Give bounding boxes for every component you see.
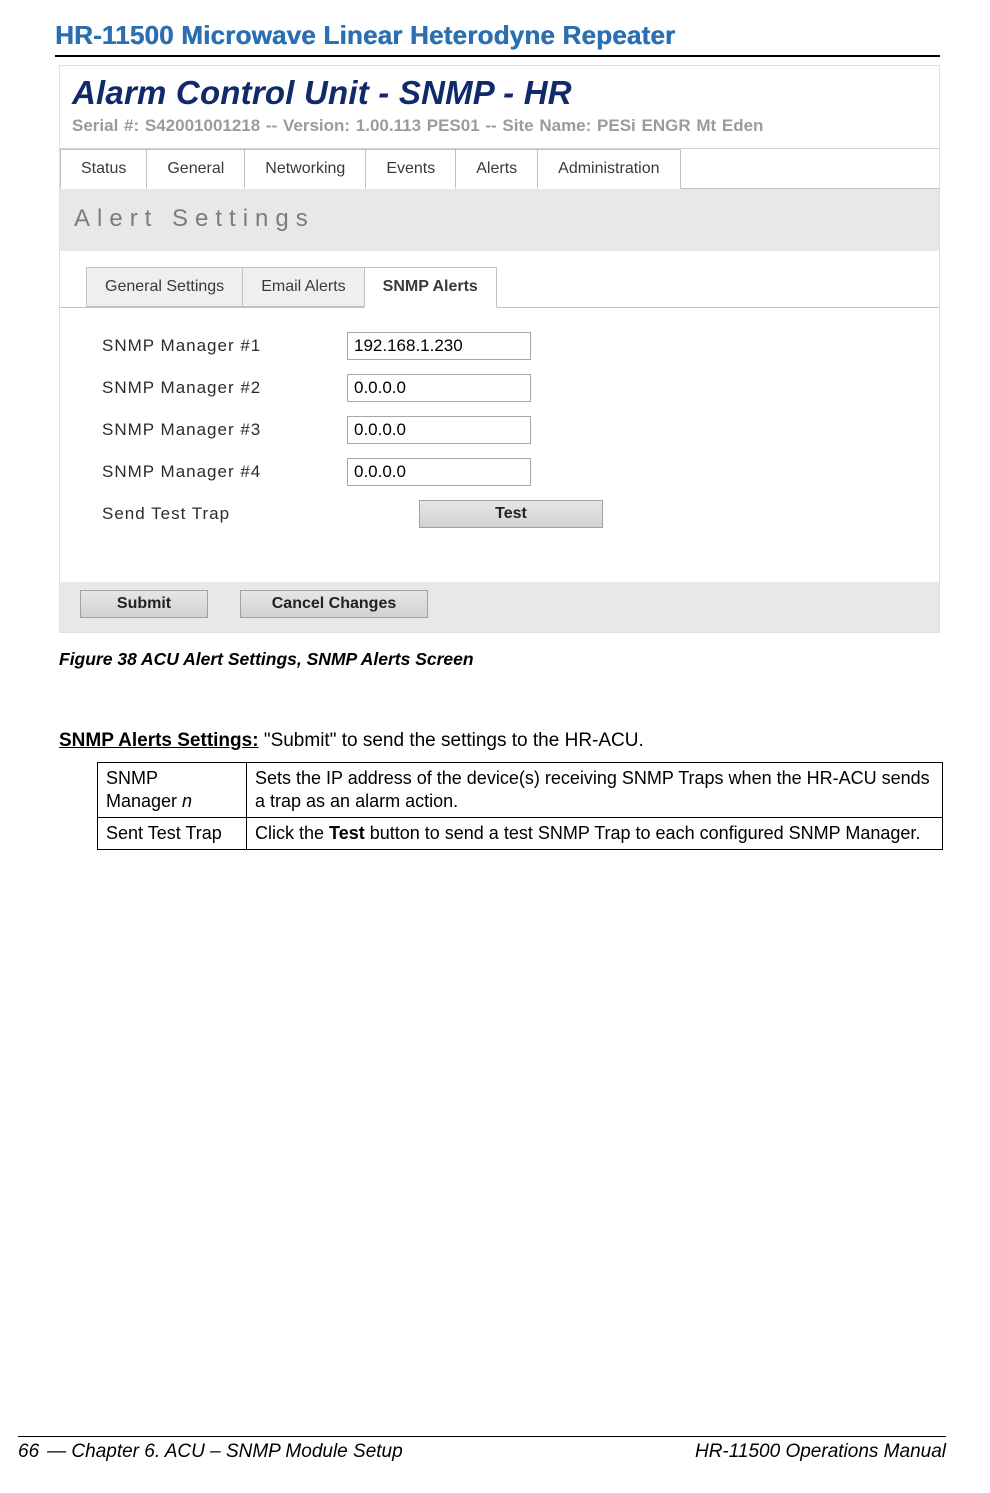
row-snmp-mgr-2: SNMP Manager #2: [102, 374, 939, 402]
submit-button[interactable]: Submit: [80, 590, 208, 618]
subtabs-area: General Settings Email Alerts SNMP Alert…: [60, 251, 939, 582]
cell-text: button to send a test SNMP Trap to each …: [365, 823, 921, 843]
page-number: 66: [18, 1441, 39, 1463]
label-snmp-mgr-4: SNMP Manager #4: [102, 462, 347, 482]
footer-left: — Chapter 6. ACU – SNMP Module Setup: [47, 1441, 403, 1463]
page-header: HR-11500 Microwave Linear Heterodyne Rep…: [55, 20, 940, 51]
tab-events[interactable]: Events: [365, 149, 456, 189]
test-button[interactable]: Test: [419, 500, 603, 528]
row-snmp-mgr-4: SNMP Manager #4: [102, 458, 939, 486]
input-snmp-mgr-3[interactable]: [347, 416, 531, 444]
subtab-email-alerts[interactable]: Email Alerts: [242, 267, 364, 307]
settings-intro-label: SNMP Alerts Settings:: [59, 730, 259, 751]
acu-top-tabs: Status General Networking Events Alerts …: [60, 149, 939, 189]
row-send-test-trap: Send Test Trap Test: [102, 500, 939, 528]
footer-rule: [18, 1436, 946, 1437]
cell-text: Click the: [255, 823, 329, 843]
subtabs-row: General Settings Email Alerts SNMP Alert…: [60, 251, 939, 308]
cell-text: Manager: [106, 791, 182, 811]
figure-caption: Figure 38 ACU Alert Settings, SNMP Alert…: [59, 649, 940, 670]
settings-intro: SNMP Alerts Settings: "Submit" to send t…: [59, 730, 940, 752]
cell-text: SNMP: [106, 768, 158, 788]
label-snmp-mgr-3: SNMP Manager #3: [102, 420, 347, 440]
settings-intro-text: "Submit" to send the settings to the HR-…: [259, 730, 644, 751]
table-row: Sent Test Trap Click the Test button to …: [98, 818, 943, 850]
input-snmp-mgr-1[interactable]: [347, 332, 531, 360]
acu-title-bar: Alarm Control Unit - SNMP - HR Serial #:…: [60, 66, 939, 149]
page-footer: 66 — Chapter 6. ACU – SNMP Module Setup …: [18, 1436, 946, 1463]
settings-desc-table: SNMP Manager n Sets the IP address of th…: [97, 762, 943, 850]
tab-alerts[interactable]: Alerts: [455, 149, 538, 189]
bottom-buttons: Submit Cancel Changes: [60, 582, 939, 632]
snmp-form: SNMP Manager #1 SNMP Manager #2 SNMP Man…: [60, 308, 939, 554]
table-row: SNMP Manager n Sets the IP address of th…: [98, 763, 943, 818]
tab-administration[interactable]: Administration: [537, 149, 680, 189]
acu-screenshot: Alarm Control Unit - SNMP - HR Serial #:…: [59, 65, 940, 633]
label-snmp-mgr-1: SNMP Manager #1: [102, 336, 347, 356]
subtab-general-settings[interactable]: General Settings: [86, 267, 243, 307]
input-snmp-mgr-4[interactable]: [347, 458, 531, 486]
label-send-test-trap: Send Test Trap: [102, 504, 383, 524]
header-rule: [55, 55, 940, 57]
cell-snmp-manager-desc: Sets the IP address of the device(s) rec…: [247, 763, 943, 818]
row-snmp-mgr-3: SNMP Manager #3: [102, 416, 939, 444]
row-snmp-mgr-1: SNMP Manager #1: [102, 332, 939, 360]
cell-sent-test-trap-desc: Click the Test button to send a test SNM…: [247, 818, 943, 850]
cell-text-bold: Test: [329, 823, 365, 843]
acu-title: Alarm Control Unit - SNMP - HR: [72, 74, 927, 112]
tab-status[interactable]: Status: [60, 149, 147, 189]
label-snmp-mgr-2: SNMP Manager #2: [102, 378, 347, 398]
section-heading: Alert Settings: [60, 189, 939, 251]
acu-meta: Serial #: S42001001218 -- Version: 1.00.…: [72, 112, 927, 144]
tab-networking[interactable]: Networking: [244, 149, 366, 189]
cell-sent-test-trap: Sent Test Trap: [98, 818, 247, 850]
subtab-snmp-alerts[interactable]: SNMP Alerts: [364, 267, 497, 308]
footer-right: HR-11500 Operations Manual: [695, 1441, 946, 1463]
tab-general[interactable]: General: [146, 149, 245, 189]
input-snmp-mgr-2[interactable]: [347, 374, 531, 402]
footer-line: 66 — Chapter 6. ACU – SNMP Module Setup …: [18, 1441, 946, 1463]
cell-text-italic: n: [182, 791, 192, 811]
cancel-button[interactable]: Cancel Changes: [240, 590, 428, 618]
cell-snmp-manager-n: SNMP Manager n: [98, 763, 247, 818]
